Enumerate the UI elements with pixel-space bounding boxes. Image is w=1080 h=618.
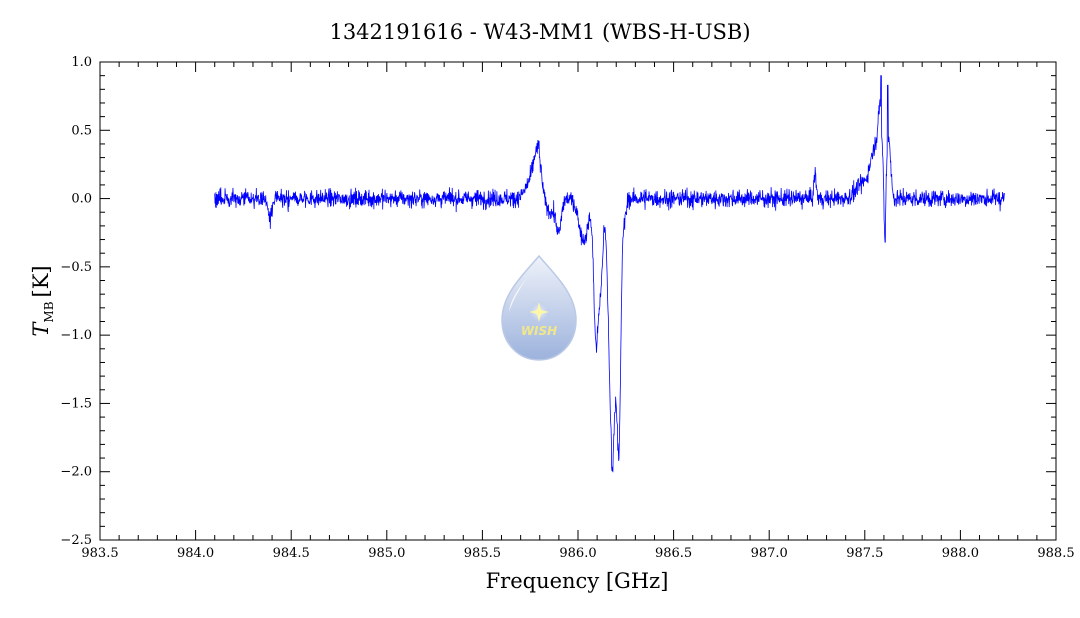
y-axis-subscript: MB — [42, 301, 56, 322]
y-tick-label: 1.0 — [71, 55, 92, 70]
x-tick-label: 985.5 — [464, 546, 501, 561]
x-tick-label: 987.5 — [846, 546, 883, 561]
y-axis-ticks — [100, 61, 1056, 541]
x-tick-label: 986.0 — [559, 546, 596, 561]
y-tick-label: 0.0 — [71, 192, 92, 207]
x-tick-label: 986.5 — [655, 546, 692, 561]
spectrum-line — [214, 75, 1005, 473]
x-axis-ticks — [99, 62, 1057, 540]
logo-text: WISH — [521, 324, 557, 338]
series-layer — [214, 75, 1005, 473]
y-axis-symbol: T — [29, 321, 53, 337]
y-tick-label: −2.5 — [60, 533, 92, 548]
y-tick-label: −2.0 — [60, 465, 92, 480]
x-tick-label: 988.0 — [942, 546, 979, 561]
x-tick-label: 988.5 — [1037, 546, 1074, 561]
wish-logo: WISH — [501, 254, 577, 361]
plot-border — [99, 61, 1057, 541]
x-axis-tick-labels: 983.5 984.0 984.5 985.0 985.5 986.0 986.5 987.0… — [81, 546, 1074, 561]
star-icon — [529, 302, 549, 322]
x-tick-label: 987.0 — [751, 546, 788, 561]
y-tick-label: 0.5 — [71, 123, 92, 138]
x-axis-title: Frequency [GHz] — [486, 569, 669, 593]
plot-area — [99, 61, 1057, 541]
y-axis-tick-labels: 1.0 0.5 0.0 −0.5 −1.0 −1.5 −2.0 −2.5 — [60, 55, 92, 548]
chart-title: 1342191616 - W43-MM1 (WBS-H-USB) — [329, 20, 750, 44]
y-tick-label: −1.5 — [60, 396, 92, 411]
x-tick-label: 983.5 — [81, 546, 118, 561]
x-tick-label: 984.0 — [177, 546, 214, 561]
y-axis-unit: [K] — [29, 265, 53, 297]
x-tick-label: 984.5 — [273, 546, 310, 561]
y-tick-label: −0.5 — [60, 260, 92, 275]
x-tick-label: 985.0 — [368, 546, 405, 561]
y-tick-label: −1.0 — [60, 328, 92, 343]
y-axis-title: TMB [K] — [29, 265, 56, 336]
